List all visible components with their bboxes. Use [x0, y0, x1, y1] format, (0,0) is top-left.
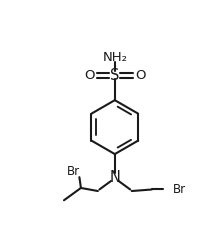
Text: NH₂: NH₂ [102, 50, 127, 64]
Text: O: O [84, 69, 95, 82]
Text: Br: Br [173, 183, 186, 196]
Text: N: N [109, 170, 120, 185]
Text: Br: Br [67, 164, 80, 178]
Text: O: O [135, 69, 145, 82]
Text: S: S [110, 68, 119, 83]
